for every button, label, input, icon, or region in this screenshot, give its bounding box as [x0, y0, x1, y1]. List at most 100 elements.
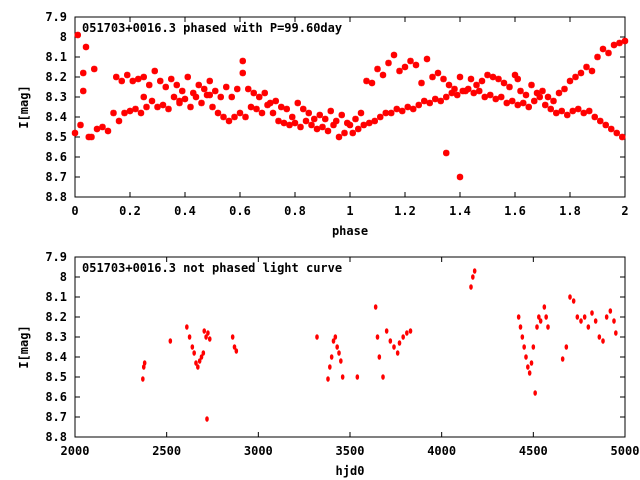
data-point [397, 340, 402, 346]
data-point [209, 103, 216, 111]
x-tick-label: 1.8 [559, 204, 581, 218]
data-point [558, 107, 565, 115]
data-point [93, 125, 101, 133]
data-point [324, 127, 332, 135]
data-point [77, 121, 84, 129]
data-point [520, 99, 527, 107]
data-point [239, 57, 246, 65]
data-point [71, 129, 79, 137]
data-point [157, 77, 164, 85]
data-point [168, 338, 173, 344]
data-point [140, 93, 147, 101]
data-point [283, 105, 290, 113]
data-point [599, 45, 607, 53]
data-point [322, 115, 329, 123]
data-point [289, 113, 296, 121]
data-point [269, 109, 277, 117]
data-point [355, 125, 362, 133]
data-point [591, 113, 598, 121]
data-point [593, 318, 598, 324]
data-point [471, 274, 475, 280]
x-tick-label: 0.6 [229, 204, 251, 218]
data-point [185, 324, 189, 330]
x-tick-label: 0.8 [284, 204, 306, 218]
data-point [583, 63, 590, 71]
data-point [401, 334, 405, 340]
data-point [619, 133, 626, 141]
data-point [388, 338, 393, 344]
data-point [544, 93, 552, 101]
data-point [223, 83, 230, 91]
data-point [340, 374, 345, 380]
data-point [104, 127, 112, 135]
data-point [129, 77, 136, 85]
data-point [470, 89, 477, 97]
data-point [533, 89, 541, 97]
data-point [146, 81, 153, 89]
data-point [451, 85, 458, 93]
data-point [253, 105, 260, 113]
data-point [440, 75, 447, 83]
data-point [173, 81, 180, 89]
data-point [196, 364, 200, 370]
x-tick-label: 1.6 [504, 204, 526, 218]
data-point [418, 79, 425, 87]
data-point [492, 95, 499, 103]
y-tick-label: 8.5 [45, 370, 67, 384]
data-point [538, 318, 543, 324]
data-point [135, 75, 142, 83]
data-point [212, 87, 219, 95]
data-point [421, 97, 428, 105]
data-point [121, 109, 128, 117]
data-point [385, 59, 392, 67]
data-point [597, 117, 604, 125]
data-point [280, 119, 288, 127]
data-point [537, 314, 541, 320]
data-point [586, 324, 591, 330]
data-point [459, 87, 466, 95]
data-point [377, 354, 382, 360]
y-tick-label: 8.2 [45, 310, 67, 324]
x-axis-title: hjd0 [336, 464, 365, 478]
data-point [408, 328, 413, 334]
data-point [192, 350, 196, 356]
y-tick-label: 8.5 [45, 130, 67, 144]
data-point [80, 87, 87, 95]
data-point [506, 83, 513, 91]
y-axis-title: I[mag] [17, 85, 31, 128]
data-point [275, 117, 282, 125]
data-point [335, 344, 339, 350]
data-point [236, 109, 244, 117]
data-point [110, 109, 117, 117]
data-point [368, 79, 376, 87]
data-point [489, 73, 497, 81]
data-point [415, 101, 422, 109]
y-tick-label: 8.8 [45, 190, 67, 204]
x-tick-label: 2500 [152, 444, 181, 458]
data-point [410, 105, 417, 113]
data-point [371, 117, 378, 125]
data-point [234, 85, 241, 93]
data-point [500, 79, 508, 87]
data-point [443, 149, 450, 157]
data-point [316, 111, 323, 119]
data-point [564, 111, 571, 119]
data-point [571, 298, 576, 304]
y-tick-label: 8 [60, 270, 67, 284]
data-point [355, 374, 360, 380]
data-point [201, 85, 208, 93]
data-point [333, 334, 338, 340]
data-point [335, 133, 343, 141]
data-point [520, 334, 525, 340]
data-point [363, 77, 370, 85]
y-tick-label: 8.1 [45, 290, 67, 304]
data-point [395, 350, 400, 356]
data-point [115, 117, 123, 125]
data-point [514, 75, 521, 83]
y-tick-label: 8.3 [45, 330, 67, 344]
data-point [302, 117, 310, 125]
data-point [533, 390, 537, 396]
data-point [614, 330, 618, 336]
data-point [124, 71, 131, 79]
data-point [339, 358, 343, 364]
